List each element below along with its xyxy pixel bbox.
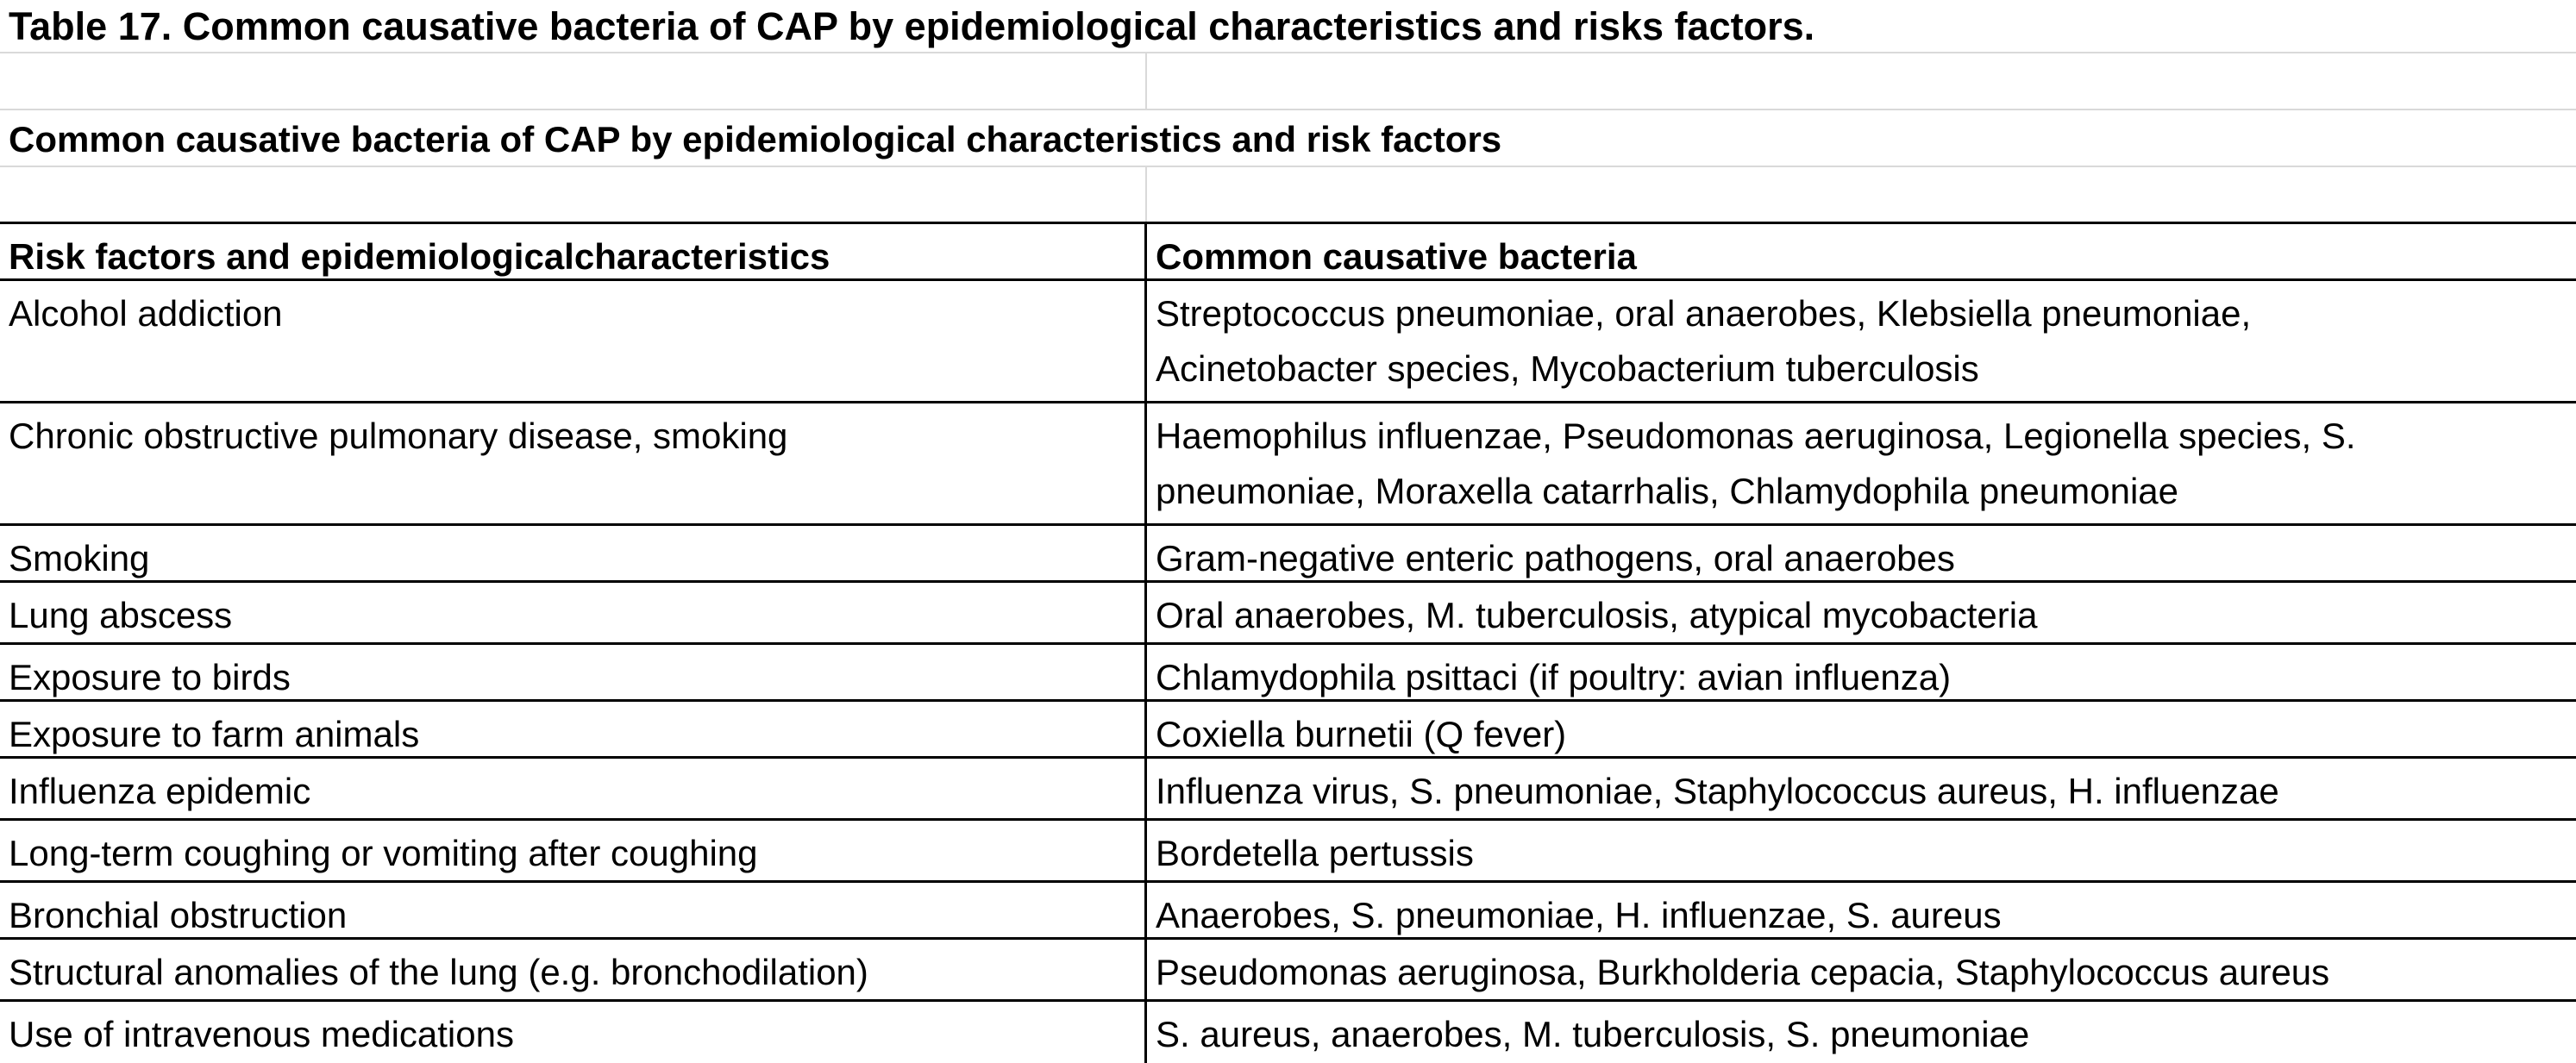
table-row: Lung abscess Oral anaerobes, M. tubercul…	[0, 583, 2576, 645]
risk-cell[interactable]: Smoking	[0, 526, 1147, 580]
risk-cell[interactable]: Alcohol addiction	[0, 281, 1147, 401]
empty-cell[interactable]	[0, 53, 1147, 109]
table-row: Chronic obstructive pulmonary disease, s…	[0, 403, 2576, 526]
risk-cell[interactable]: Exposure to farm animals	[0, 702, 1147, 756]
heading-row: Common causative bacteria of CAP by epid…	[0, 110, 2576, 167]
risk-cell[interactable]: Chronic obstructive pulmonary disease, s…	[0, 403, 1147, 523]
table-row: Smoking Gram-negative enteric pathogens,…	[0, 526, 2576, 583]
bacteria-line: pneumoniae, Moraxella catarrhalis, Chlam…	[1156, 471, 2179, 511]
bacteria-cell[interactable]: Haemophilus influenzae, Pseudomonas aeru…	[1147, 403, 2576, 523]
title-row: Table 17. Common causative bacteria of C…	[0, 0, 2576, 53]
table-row: Influenza epidemic Influenza virus, S. p…	[0, 759, 2576, 821]
bacteria-cell[interactable]: Pseudomonas aeruginosa, Burkholderia cep…	[1156, 952, 2330, 992]
bacteria-cell[interactable]: Bordetella pertussis	[1156, 833, 1474, 873]
table-row: Use of intravenous medications S. aureus…	[0, 1002, 2576, 1063]
bacteria-cell[interactable]: Coxiella burnetii (Q fever)	[1156, 714, 1567, 754]
bacteria-cell[interactable]: Oral anaerobes, M. tuberculosis, atypica…	[1156, 595, 2038, 635]
risk-cell[interactable]: Influenza epidemic	[0, 759, 1147, 818]
bacteria-cell[interactable]: S. aureus, anaerobes, M. tuberculosis, S…	[1156, 1014, 2030, 1054]
empty-cell[interactable]	[1147, 167, 2576, 222]
risk-cell[interactable]: Long-term coughing or vomiting after cou…	[0, 821, 1147, 880]
bacteria-line: Acinetobacter species, Mycobacterium tub…	[1156, 348, 1979, 389]
bacteria-cell[interactable]: Influenza virus, S. pneumoniae, Staphylo…	[1156, 771, 2279, 811]
bacteria-line: Haemophilus influenzae, Pseudomonas aeru…	[1156, 416, 2356, 456]
table-row: Exposure to farm animals Coxiella burnet…	[0, 702, 2576, 759]
table-row: Structural anomalies of the lung (e.g. b…	[0, 940, 2576, 1002]
bacteria-cell[interactable]: Streptococcus pneumoniae, oral anaerobes…	[1147, 281, 2576, 401]
table-row: Exposure to birds Chlamydophila psittaci…	[0, 645, 2576, 702]
bacteria-cell[interactable]: Chlamydophila psittaci (if poultry: avia…	[1156, 657, 1952, 697]
table-title[interactable]: Table 17. Common causative bacteria of C…	[9, 4, 1815, 48]
risk-cell[interactable]: Bronchial obstruction	[0, 883, 1147, 937]
table-heading[interactable]: Common causative bacteria of CAP by epid…	[9, 119, 1502, 159]
column-header-row: Risk factors and epidemiologicalcharacte…	[0, 224, 2576, 281]
risk-cell[interactable]: Use of intravenous medications	[0, 1002, 1147, 1063]
empty-cell[interactable]	[0, 167, 1147, 222]
risk-cell[interactable]: Exposure to birds	[0, 645, 1147, 699]
table-row: Long-term coughing or vomiting after cou…	[0, 821, 2576, 883]
bacteria-cell[interactable]: Anaerobes, S. pneumoniae, H. influenzae,…	[1156, 895, 2002, 935]
column-header-risk[interactable]: Risk factors and epidemiologicalcharacte…	[0, 224, 1147, 278]
empty-row	[0, 53, 2576, 110]
risk-cell[interactable]: Structural anomalies of the lung (e.g. b…	[0, 940, 1147, 999]
empty-row	[0, 167, 2576, 224]
column-header-bacteria[interactable]: Common causative bacteria	[1156, 236, 1637, 277]
bacteria-cell[interactable]: Gram-negative enteric pathogens, oral an…	[1156, 538, 1955, 578]
risk-cell[interactable]: Lung abscess	[0, 583, 1147, 642]
empty-cell[interactable]	[1147, 53, 2576, 109]
table-row: Bronchial obstruction Anaerobes, S. pneu…	[0, 883, 2576, 940]
bacteria-line: Streptococcus pneumoniae, oral anaerobes…	[1156, 293, 2252, 334]
table-row: Alcohol addiction Streptococcus pneumoni…	[0, 281, 2576, 403]
